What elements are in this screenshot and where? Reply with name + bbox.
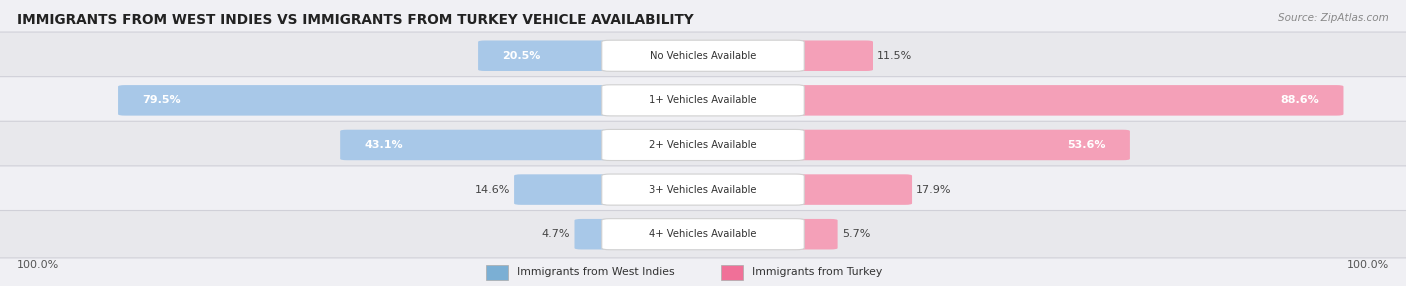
FancyBboxPatch shape [602, 219, 804, 250]
FancyBboxPatch shape [0, 210, 1406, 258]
Text: 5.7%: 5.7% [842, 229, 870, 239]
Bar [721, 265, 744, 280]
Text: 4+ Vehicles Available: 4+ Vehicles Available [650, 229, 756, 239]
Text: IMMIGRANTS FROM WEST INDIES VS IMMIGRANTS FROM TURKEY VEHICLE AVAILABILITY: IMMIGRANTS FROM WEST INDIES VS IMMIGRANT… [17, 13, 693, 27]
Text: 14.6%: 14.6% [474, 184, 510, 194]
Text: 53.6%: 53.6% [1067, 140, 1107, 150]
FancyBboxPatch shape [602, 174, 804, 205]
Text: 79.5%: 79.5% [142, 95, 180, 105]
Text: 11.5%: 11.5% [877, 51, 912, 61]
Text: 3+ Vehicles Available: 3+ Vehicles Available [650, 184, 756, 194]
Bar [486, 265, 509, 280]
Text: No Vehicles Available: No Vehicles Available [650, 51, 756, 61]
FancyBboxPatch shape [602, 40, 804, 71]
FancyBboxPatch shape [575, 219, 617, 249]
FancyBboxPatch shape [789, 174, 912, 205]
FancyBboxPatch shape [0, 32, 1406, 80]
Text: 1+ Vehicles Available: 1+ Vehicles Available [650, 95, 756, 105]
FancyBboxPatch shape [789, 219, 838, 249]
FancyBboxPatch shape [118, 85, 617, 116]
FancyBboxPatch shape [0, 77, 1406, 124]
FancyBboxPatch shape [340, 130, 617, 160]
Text: 100.0%: 100.0% [1347, 260, 1389, 270]
FancyBboxPatch shape [602, 85, 804, 116]
FancyBboxPatch shape [0, 121, 1406, 169]
Text: 43.1%: 43.1% [364, 140, 402, 150]
Text: 4.7%: 4.7% [541, 229, 571, 239]
Text: Immigrants from West Indies: Immigrants from West Indies [517, 267, 675, 277]
Text: 88.6%: 88.6% [1281, 95, 1320, 105]
FancyBboxPatch shape [0, 166, 1406, 213]
Text: Source: ZipAtlas.com: Source: ZipAtlas.com [1278, 13, 1389, 23]
Text: 2+ Vehicles Available: 2+ Vehicles Available [650, 140, 756, 150]
FancyBboxPatch shape [789, 85, 1344, 116]
FancyBboxPatch shape [789, 130, 1130, 160]
Text: 20.5%: 20.5% [502, 51, 540, 61]
Text: 100.0%: 100.0% [17, 260, 59, 270]
FancyBboxPatch shape [478, 41, 617, 71]
Text: Immigrants from Turkey: Immigrants from Turkey [752, 267, 882, 277]
FancyBboxPatch shape [602, 130, 804, 160]
Text: 17.9%: 17.9% [917, 184, 952, 194]
FancyBboxPatch shape [789, 41, 873, 71]
FancyBboxPatch shape [515, 174, 617, 205]
